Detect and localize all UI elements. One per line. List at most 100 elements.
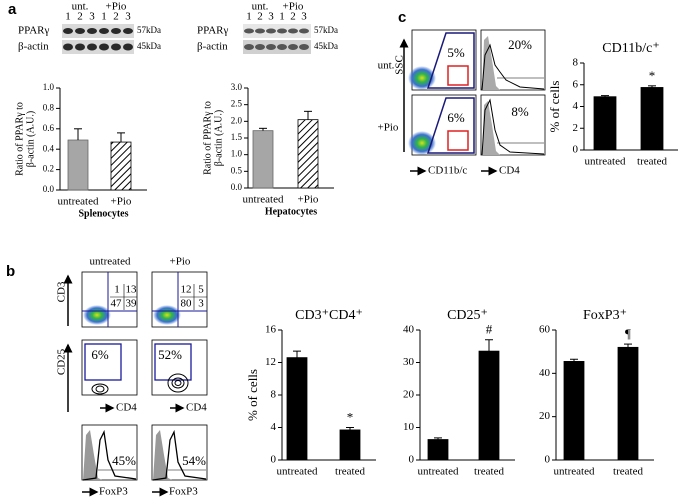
dot-plot: 12 5 80 3 <box>151 271 208 328</box>
x-tick-label: treated <box>613 466 643 478</box>
x-tick-label: untreated <box>58 196 99 208</box>
annotation: # <box>486 322 493 337</box>
flow-panel-b: untreated +Pio CD3 1 13 47 39 12 5 80 3 … <box>56 256 208 498</box>
chart-title: CD3⁺CD4⁺ <box>295 308 363 323</box>
lane-label: 2 <box>257 11 263 23</box>
y-tick-label: 60 <box>539 324 551 336</box>
bar <box>339 429 361 461</box>
x-axis-label: Hepatocytes <box>265 206 317 217</box>
size-label: 57kDa <box>137 25 161 35</box>
bar <box>252 130 274 189</box>
x-tick-label: untreated <box>585 156 626 168</box>
y-tick-label: 0.0 <box>43 184 55 194</box>
y-tick-label: 20 <box>403 389 415 401</box>
lane-label: 1 <box>101 11 107 23</box>
y-tick-label: 1.0 <box>43 82 55 92</box>
axis-label: FoxP3 <box>169 486 198 498</box>
y-tick-label: 2 <box>573 122 579 134</box>
gate-label: 6% <box>447 110 465 125</box>
y-tick-label: 0.6 <box>43 123 55 133</box>
y-axis-label: β-actin (A.U.) <box>213 110 224 166</box>
y-axis-label: % of cells <box>245 369 260 421</box>
lane-label: 2 <box>290 11 296 23</box>
x-tick-label: treated <box>474 466 504 478</box>
gate-label: 8% <box>511 104 529 119</box>
y-tick-label: 0.4 <box>43 143 55 153</box>
x-tick-label: treated <box>637 156 667 168</box>
dot-plot: 6% <box>408 94 477 156</box>
y-tick-label: 8 <box>573 57 579 69</box>
group-label: +Pio <box>283 1 304 13</box>
dot-plot: 5% <box>408 29 477 91</box>
gate-label: 20% <box>508 37 532 52</box>
y-tick-label: 40 <box>403 324 415 336</box>
size-label: 57kDa <box>314 25 338 35</box>
y-tick-label: 30 <box>403 356 415 368</box>
y-tick-label: 16 <box>265 324 277 336</box>
y-tick-label: 4 <box>271 421 277 433</box>
row-label: unt. <box>378 60 395 72</box>
annotation: ¶ <box>625 326 631 341</box>
lane-label: 2 <box>113 11 119 23</box>
panel-label: b <box>6 263 15 280</box>
y-tick-label: 0 <box>271 454 277 466</box>
column-label: +Pio <box>170 256 191 268</box>
bar <box>617 346 639 461</box>
y-tick-label: 2.0 <box>231 115 243 125</box>
lane-label: 3 <box>268 11 274 23</box>
histogram: 54% <box>151 424 208 481</box>
axis-label: SSC <box>394 55 406 75</box>
gate-label: 5% <box>447 45 465 60</box>
bar <box>297 119 319 189</box>
bands <box>244 28 309 50</box>
y-tick-label: 1.5 <box>231 132 243 142</box>
contour-plot: 6% <box>81 339 138 396</box>
x-tick-label: untreated <box>243 194 284 206</box>
row-label: β-actin <box>197 41 228 53</box>
x-tick-label: +Pio <box>111 196 132 208</box>
x-tick-label: untreated <box>418 466 459 478</box>
axis-label: CD3 <box>56 281 68 302</box>
axis-label: CD4 <box>116 402 137 414</box>
bar <box>478 350 500 461</box>
y-axis-label: % of cells <box>547 81 562 133</box>
lane-label: 3 <box>89 11 95 23</box>
quadrant-label: 1 <box>114 284 120 296</box>
row-label: PPARγ <box>18 25 50 37</box>
lane-label: 2 <box>77 11 83 23</box>
flow-panel-c: SSC unt. +Pio 5% 6% 20% 8% CD11b/c CD4 <box>378 29 546 177</box>
bar <box>110 141 132 191</box>
bar <box>640 87 664 151</box>
x-tick-label: untreated <box>554 466 595 478</box>
y-tick-label: 0.2 <box>43 164 54 174</box>
y-tick-label: 0.0 <box>231 182 243 192</box>
axis-label: CD11b/c <box>428 165 467 177</box>
group-label: +Pio <box>106 1 127 13</box>
bar <box>593 96 617 151</box>
y-tick-label: 1.0 <box>231 149 243 159</box>
axis-label: CD25 <box>56 348 68 375</box>
x-tick-label: +Pio <box>298 194 319 206</box>
y-tick-label: 10 <box>403 421 415 433</box>
group-label: unt. <box>252 1 269 13</box>
quadrant-label: 13 <box>126 284 138 296</box>
annotation: * <box>347 409 354 424</box>
dot-plot: 1 13 47 39 <box>81 271 138 328</box>
bar <box>286 357 308 461</box>
quadrant-label: 12 <box>181 284 192 296</box>
quadrant-label: 47 <box>111 298 123 310</box>
y-tick-label: 40 <box>539 367 551 379</box>
lane-label: 1 <box>246 11 252 23</box>
y-tick-label: 0.8 <box>43 102 55 112</box>
bands <box>63 28 133 51</box>
bar <box>427 439 449 461</box>
y-tick-label: 20 <box>539 410 551 422</box>
y-tick-label: 8 <box>271 389 277 401</box>
y-tick-label: 2.5 <box>231 99 243 109</box>
y-tick-label: 4 <box>573 100 579 112</box>
column-label: untreated <box>90 256 131 268</box>
gate-label: 45% <box>112 453 136 468</box>
quadrant-label: 80 <box>181 298 193 310</box>
chart-title: FoxP3⁺ <box>583 308 627 323</box>
